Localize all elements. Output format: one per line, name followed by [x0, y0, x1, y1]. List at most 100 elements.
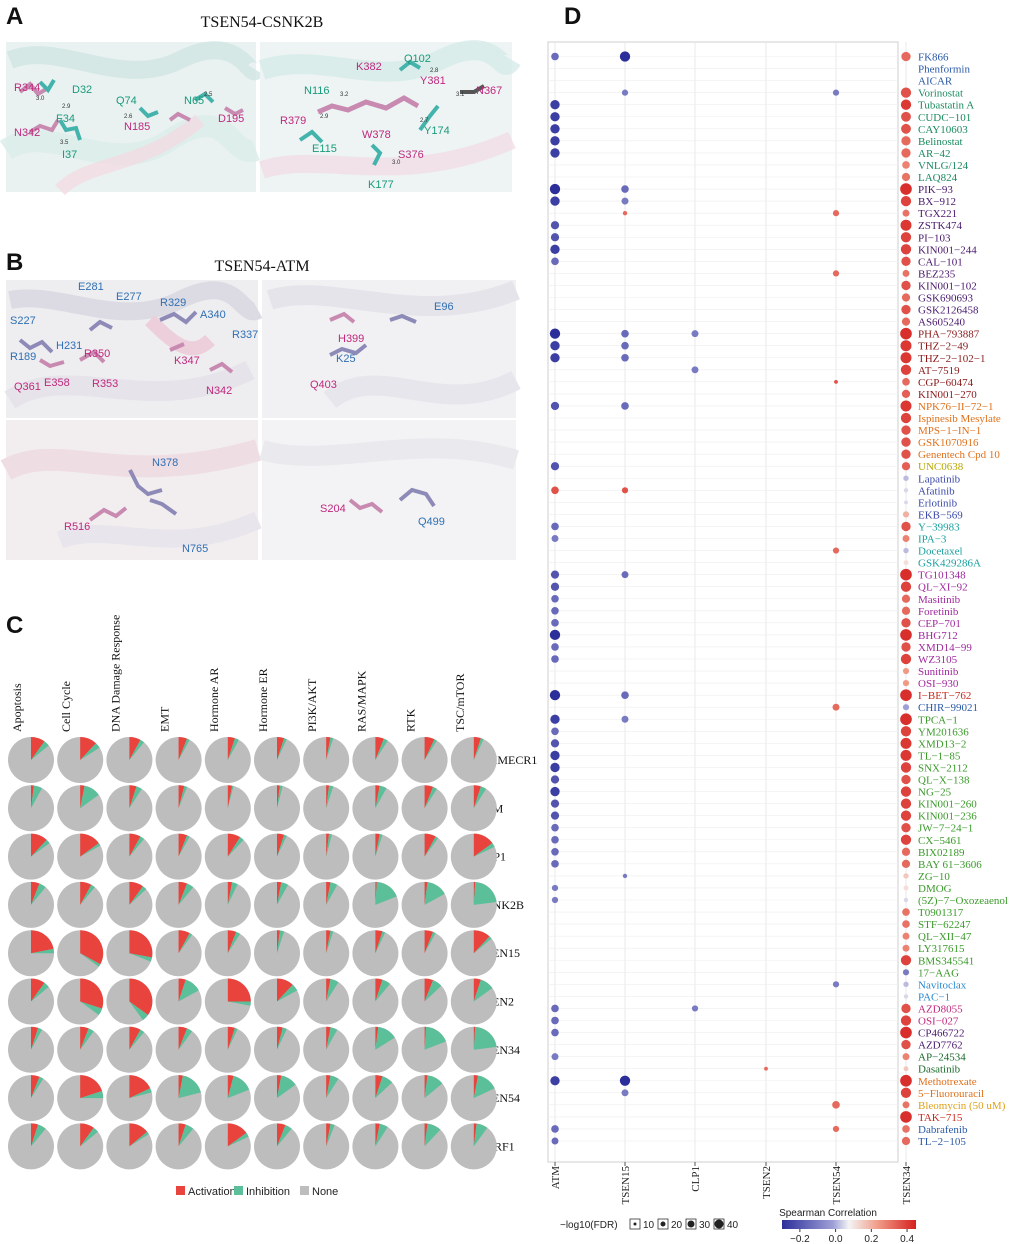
pie-chart	[401, 930, 448, 977]
dot-point	[832, 270, 840, 277]
dot-point	[551, 619, 559, 627]
pie-slice-inhibition	[326, 737, 334, 760]
dot-point	[901, 293, 911, 302]
pie-chart	[303, 833, 350, 880]
drug-label: TPCA−1	[918, 714, 958, 726]
residue-label: Q102	[404, 53, 431, 65]
dot-point	[551, 884, 559, 892]
panel-c-label: C	[6, 612, 23, 639]
drug-label: I−BET−762	[918, 690, 971, 702]
pie-chart	[8, 978, 54, 1025]
pie-slice-inhibition	[227, 1001, 251, 1006]
residue-label: N378	[152, 457, 178, 469]
dot-point	[550, 811, 560, 820]
pie-chart	[254, 930, 300, 977]
pie-chart	[254, 785, 300, 832]
dot-point	[549, 183, 561, 195]
pie-chart	[8, 785, 54, 832]
pie-slice-inhibition	[129, 836, 145, 857]
x-tick-label: TSEN54	[831, 1166, 843, 1205]
residue-label: S376	[398, 149, 424, 161]
pie-slice-activation	[424, 930, 434, 954]
drug-label: XMD14−99	[918, 642, 972, 654]
dot-point	[551, 727, 559, 736]
dot-point	[621, 329, 629, 338]
pie-chart	[155, 1026, 202, 1073]
pie-slice-inhibition	[375, 979, 391, 1002]
pathway-column-label: DNA Damage Response	[108, 615, 122, 732]
pie-slice-activation	[375, 1026, 379, 1050]
pie-slice-inhibition	[227, 738, 239, 760]
drug-label: NG−25	[918, 787, 952, 799]
drug-label: AT−7519	[918, 365, 960, 377]
pie-chart	[155, 1123, 202, 1170]
dot-point	[901, 774, 911, 785]
dot-point	[903, 560, 909, 566]
drug-label: OSI−027	[918, 1016, 959, 1028]
drug-label: ZSTK474	[918, 220, 963, 232]
dot-point	[551, 486, 559, 495]
pie-chart	[303, 737, 350, 783]
residue-label: R516	[64, 521, 90, 533]
pie-chart	[450, 930, 497, 977]
pie-chart	[204, 737, 251, 783]
pie-slice-activation	[178, 1123, 186, 1147]
drug-label: QL−XI−92	[918, 582, 968, 594]
pie-slice-inhibition	[31, 982, 49, 1002]
dot-point	[900, 364, 912, 375]
pie-slice-inhibition	[277, 834, 287, 857]
dot-point	[621, 185, 629, 193]
bond-distance: 2.9	[62, 104, 71, 110]
pie-chart	[57, 737, 104, 783]
pie-chart	[254, 1123, 300, 1170]
pie-slice-inhibition	[473, 881, 497, 905]
drug-label: EKB−569	[918, 509, 963, 521]
dot-point	[549, 328, 561, 339]
dot-point	[901, 594, 911, 603]
pie-slice-activation	[129, 978, 153, 1016]
pie-slice-inhibition	[424, 1123, 441, 1147]
pie-slice-activation	[473, 881, 476, 905]
dot-point	[900, 581, 912, 592]
dot-point	[900, 1111, 912, 1123]
dot-point	[550, 1076, 560, 1086]
pie-slice-inhibition	[178, 1124, 194, 1147]
pie-chart	[106, 1026, 153, 1073]
drug-label: 17−AAG	[918, 967, 959, 979]
dot-point	[900, 1074, 912, 1087]
drug-label: JW−7−24−1	[918, 823, 973, 835]
pie-slice-inhibition	[129, 786, 142, 809]
pie-chart	[106, 978, 153, 1025]
dot-point	[902, 920, 910, 928]
pie-slice-inhibition	[227, 1132, 249, 1147]
dot-point	[903, 994, 909, 999]
pie-slice-inhibition	[129, 1088, 152, 1099]
pie-chart	[57, 930, 104, 977]
residue-label: E115	[312, 143, 337, 155]
pie-slice-inhibition	[375, 1076, 393, 1099]
drug-label: CGP−60474	[918, 377, 974, 389]
pie-slice-activation	[277, 978, 293, 1002]
dot-point	[550, 799, 560, 808]
dot-point	[900, 183, 912, 195]
dot-point	[551, 606, 559, 615]
pie-chart	[204, 1123, 251, 1170]
pie-slice-inhibition	[375, 834, 383, 857]
dot-point	[901, 847, 911, 856]
pie-chart	[254, 881, 300, 928]
residue-label: N765	[182, 543, 208, 555]
size-legend-dot	[660, 1221, 666, 1227]
dot-point	[551, 1053, 559, 1061]
pie-chart	[254, 737, 300, 783]
pie-chart	[155, 930, 202, 977]
size-legend-value: 20	[671, 1220, 683, 1231]
pie-slice-activation	[31, 1026, 39, 1050]
panel-c-column-headers: Apoptosis Cell Cycle DNA Damage Response EM…	[10, 615, 467, 732]
dot-point	[551, 896, 559, 904]
drug-label: Phenformin	[918, 64, 970, 76]
dot-point	[901, 606, 911, 615]
dot-point	[621, 571, 629, 579]
pie-slice-activation	[178, 881, 188, 905]
pie-chart	[303, 978, 350, 1025]
pie-slice-inhibition	[473, 979, 493, 1002]
